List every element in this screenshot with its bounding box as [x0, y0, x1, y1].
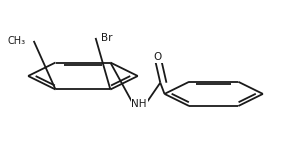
Text: CH₃: CH₃	[8, 36, 26, 46]
Text: NH: NH	[131, 99, 147, 109]
Text: Br: Br	[101, 33, 112, 43]
Text: O: O	[154, 52, 162, 62]
